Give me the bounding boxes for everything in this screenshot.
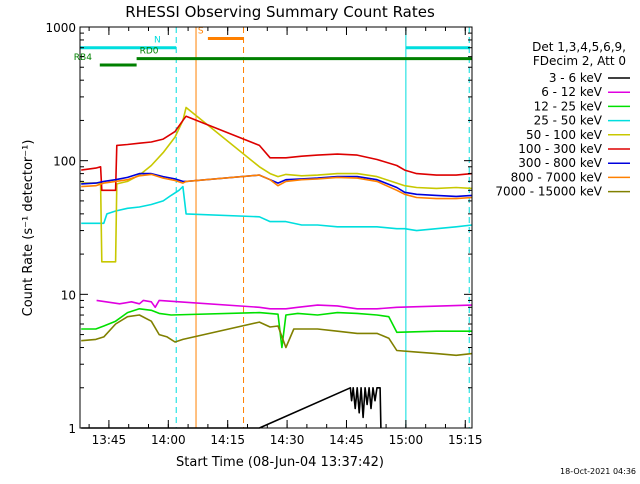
flag-label-0: N <box>154 36 161 46</box>
chart-title: RHESSI Observing Summary Count Rates <box>125 3 435 21</box>
flag-label-3: RD0 <box>140 47 159 57</box>
legend-label-1: 6 - 12 keV <box>541 85 603 99</box>
series-line-7 <box>81 173 473 200</box>
x-tick-label-5: 15:00 <box>389 433 424 447</box>
series-line-8 <box>81 314 473 357</box>
y-axis-label: Count Rate (s⁻¹ detector⁻¹) <box>21 140 36 317</box>
y-tick-label-1: 10 <box>61 288 76 302</box>
y-tick-label-0: 1 <box>68 422 76 436</box>
series-line-5 <box>81 115 473 192</box>
plot-layer: N S RD0 RB4 <box>74 27 473 429</box>
series-line-4 <box>81 106 473 263</box>
series-line-0 <box>81 387 382 429</box>
x-tick-label-1: 14:00 <box>151 433 186 447</box>
y-tick-label-2: 100 <box>53 155 76 169</box>
legend-label-3: 25 - 50 keV <box>534 114 603 128</box>
y-tick-label-3: 1000 <box>45 21 76 35</box>
x-tick-label-6: 15:15 <box>448 433 483 447</box>
plot-frame <box>79 26 473 429</box>
x-tick-label-3: 14:30 <box>270 433 305 447</box>
legend: Det 1,3,4,5,6,9, FDecim 2, Att 0 3 - 6 k… <box>495 40 630 199</box>
axis-layer: 13:45 14:00 14:15 14:30 14:45 15:00 15:15 1 10 10… <box>45 21 482 447</box>
x-tick-label-0: 13:45 <box>92 433 127 447</box>
flag-label-4: RB4 <box>74 53 92 63</box>
legend-label-4: 50 - 100 keV <box>526 128 603 142</box>
series-line-3 <box>81 185 473 232</box>
legend-label-6: 300 - 800 keV <box>518 156 602 170</box>
legend-label-8: 7000 - 15000 keV <box>495 185 602 199</box>
legend-label-7: 800 - 7000 keV <box>511 170 603 184</box>
legend-label-0: 3 - 6 keV <box>549 71 603 85</box>
series-line-6 <box>81 172 473 198</box>
legend-label-5: 100 - 300 keV <box>518 142 602 156</box>
flag-label-2: S <box>198 27 204 37</box>
legend-header-line2: FDecim 2, Att 0 <box>533 54 626 68</box>
legend-label-2: 12 - 25 keV <box>534 99 603 113</box>
x-tick-label-2: 14:15 <box>210 433 245 447</box>
x-axis-label: Start Time (08-Jun-04 13:37:42) <box>176 455 384 470</box>
legend-header-line1: Det 1,3,4,5,6,9, <box>532 40 626 54</box>
x-tick-label-4: 14:45 <box>329 433 364 447</box>
series-line-1 <box>96 299 473 310</box>
timestamp: 18-Oct-2021 04:36 <box>560 467 636 476</box>
